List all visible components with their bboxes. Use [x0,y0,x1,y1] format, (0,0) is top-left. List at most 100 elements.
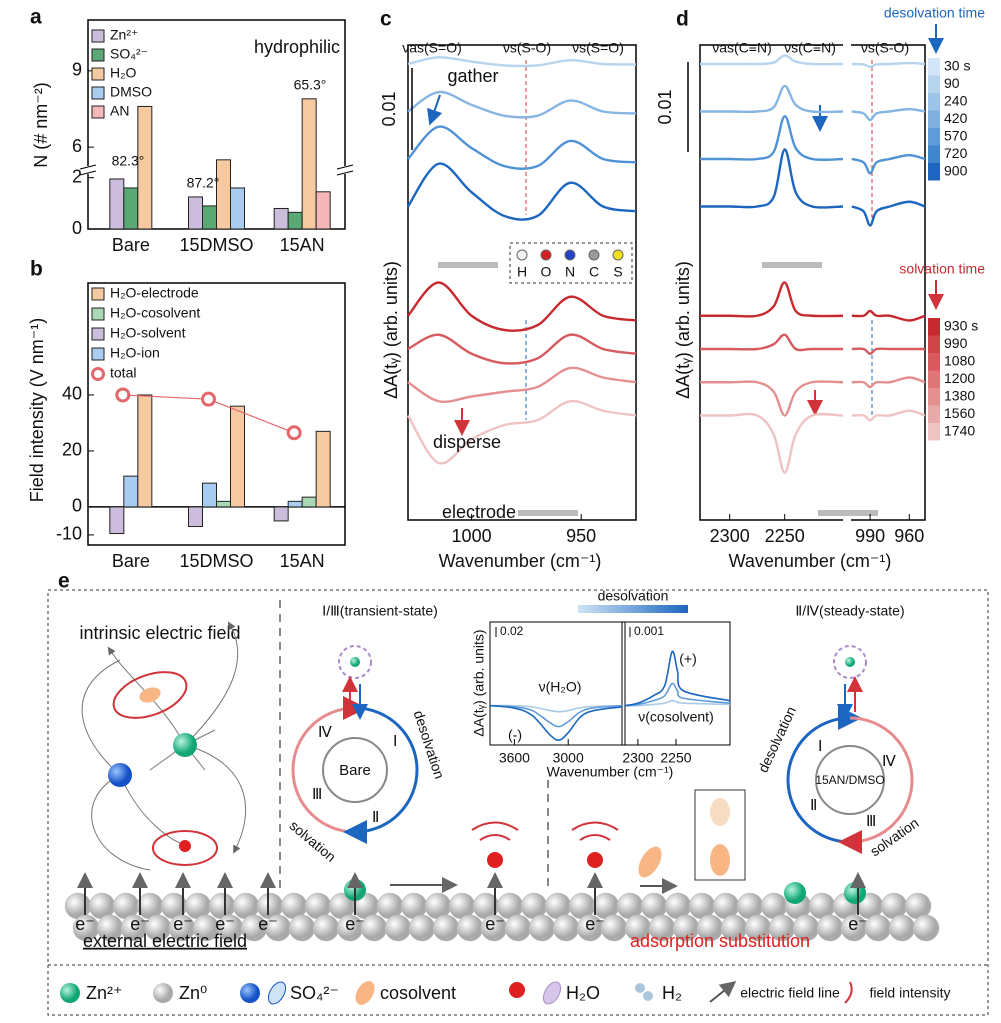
atom-label: N [565,264,575,280]
step: Ⅲ [312,786,322,803]
legend-swatch [91,29,105,43]
zn-atom [552,914,580,942]
axis-break [843,40,851,525]
zn-atom [384,914,412,942]
zn-ion [844,882,866,904]
bar [109,506,125,535]
dipole [112,671,188,719]
bar [123,187,139,230]
x-tick-label: 15AN [280,551,325,571]
zn-ion [173,733,197,757]
electron: e⁻ [173,914,193,934]
electrode [518,510,578,516]
text: desolvation [755,704,799,775]
x-tick-label: 3600 [499,750,530,766]
x-axis-label: Wavenumber (cm⁻¹) [547,764,674,780]
colorbar-cell [928,145,940,163]
arrow [427,94,443,126]
legend-swatch [91,287,105,301]
axis-break [79,164,97,170]
zn-atom [312,914,340,942]
y-axis-label: ΔA(tᵧ) (arb. units) [471,629,487,736]
legend-icon [60,983,80,1003]
legend-label: H₂O [110,65,137,81]
legend-icon [844,981,853,1004]
step: Ⅲ [866,813,876,830]
colorbar-title: solvation time [899,261,985,277]
x-tick-label: Bare [112,551,150,571]
atom-label: H [517,264,527,280]
x-tick-label: 15DMSO [179,235,253,255]
x-tick-label: 2250 [660,750,691,766]
legend-label: H₂O-ion [110,345,160,361]
electrode [818,510,878,516]
axis-break [81,166,95,174]
text: 15AN/DMSO [815,773,884,787]
cosolvent [139,687,161,703]
step: Ⅳ [882,753,896,770]
legend-swatch [91,86,105,100]
legend-label: cosolvent [380,983,456,1003]
bar [216,500,231,508]
zn-atom [912,914,940,942]
atom [588,249,600,261]
step: Ⅱ [372,809,379,826]
legend-swatch [91,327,105,341]
electrons: e⁻ e⁻ e⁻ e⁻ e⁻ e⁻ e⁻ e⁻ e⁻ [75,872,868,934]
colorbar-cell [928,405,940,423]
colorbar-label: 930 s [944,318,978,334]
spectrum [851,376,926,389]
axis-break [338,166,352,174]
legend-label: H₂O-cosolvent [110,305,200,321]
legend-label: field intensity [870,985,951,1001]
y-tick-label: 40 [62,384,82,404]
zn-ion [350,657,360,667]
panel-label: a [30,6,42,29]
peak-label: νs(S-O) [861,40,909,56]
plot-frame [87,282,346,546]
electron: e⁻ [130,914,150,934]
water [179,840,191,852]
legend-label: Zn²⁺ [86,983,123,1003]
atom [540,249,552,261]
total-marker [201,391,216,407]
bar [202,205,217,230]
spectrum [624,682,731,707]
x-axis-label: Wavenumber (cm⁻¹) [439,551,602,571]
spectrum [851,153,926,175]
schematic: e intrinsic electric field Ⅰ/Ⅲ(transient… [47,570,989,1016]
annotation: 87.2° [187,175,220,191]
atom-label: O [541,264,552,280]
electrode [438,262,498,268]
spectrum [700,115,844,162]
atom [612,249,624,261]
colorbar-label: 1560 [944,405,975,421]
spectrum [700,281,844,318]
bar [315,430,331,508]
annotation: (-) [508,727,522,743]
spectrum [407,281,637,332]
spectrum [851,61,926,69]
bar [301,496,317,508]
inset-frame [489,621,731,746]
bar [188,196,203,230]
electron: e⁻ [75,914,95,934]
y-tick-label: 2 [72,166,82,186]
zn-atom [288,914,316,942]
bar [315,191,331,230]
legend-label: DMSO [110,84,152,100]
legend-label: H₂O-solvent [110,325,186,341]
spectrum [407,333,637,365]
zn-ion [845,657,855,667]
dipole [152,830,218,866]
x-tick-label: 15DMSO [179,551,253,571]
peak-label: νs(S=O) [572,40,624,56]
y-tick-label: 0 [72,218,82,238]
legend-icon [267,981,287,1005]
y-tick-label: 9 [72,60,82,80]
electron: e⁻ [848,914,868,934]
x-tick-label: Bare [112,235,150,255]
cycle-center [815,745,885,815]
x-axis-label: Wavenumber (cm⁻¹) [729,551,892,571]
water [487,852,503,868]
